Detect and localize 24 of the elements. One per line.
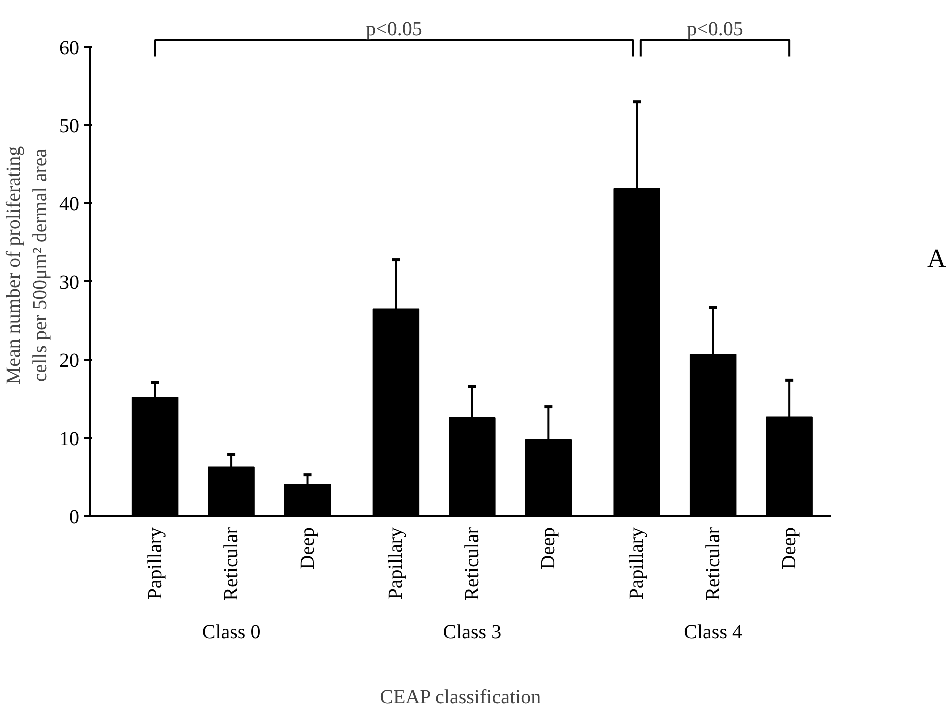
x-tick-label: Reticular bbox=[461, 527, 484, 601]
y-tick-label: 10 bbox=[60, 428, 80, 450]
x-tick-label: Deep bbox=[778, 527, 801, 570]
x-tick-label: Papillary bbox=[144, 527, 166, 600]
y-axis-title: Mean number of proliferating cells per 500μm² dermal area bbox=[3, 146, 52, 385]
y-tick-label: 60 bbox=[60, 37, 80, 60]
x-tick-label: Reticular bbox=[220, 527, 243, 601]
x-tick-label: Papillary bbox=[626, 527, 648, 600]
y-tick-label: 40 bbox=[60, 194, 80, 216]
text: Class 4 bbox=[684, 622, 743, 644]
text: Class 0 bbox=[202, 622, 261, 644]
text: p<0.05 bbox=[366, 18, 422, 40]
y-tick-label: 50 bbox=[60, 116, 80, 138]
x-tick-label: Deep bbox=[538, 527, 560, 570]
y-tick-label: 20 bbox=[60, 350, 80, 372]
x-tick-label: Reticular bbox=[702, 527, 724, 601]
y-tick-label: 0 bbox=[70, 506, 80, 528]
y-tick-label: 30 bbox=[60, 272, 80, 294]
text: A bbox=[928, 244, 946, 273]
x-axis-title: CEAP classification bbox=[380, 686, 542, 708]
x-tick-label: Papillary bbox=[385, 527, 408, 600]
x-tick-label: Deep bbox=[296, 527, 319, 570]
text: Class 3 bbox=[443, 622, 502, 644]
text: p<0.05 bbox=[687, 18, 744, 40]
